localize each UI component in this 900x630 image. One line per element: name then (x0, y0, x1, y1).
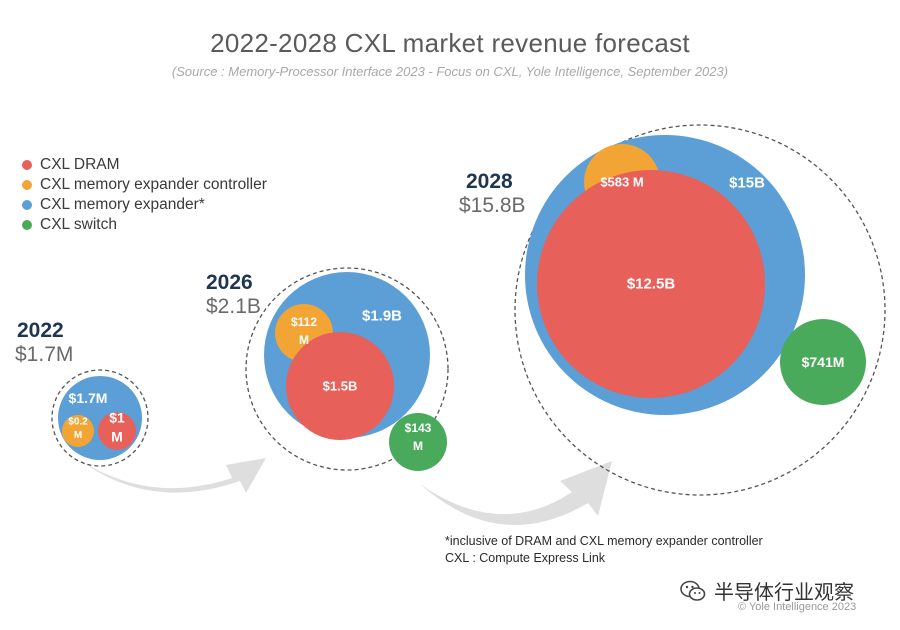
legend-swatch-expander (22, 200, 32, 210)
wechat-icon (680, 580, 706, 601)
bubble-label-line: $143 (405, 421, 432, 435)
legend-label-dram: CXL DRAM (40, 156, 120, 173)
bubble-2028-cxl-switch (780, 319, 866, 405)
bubble-label-2026-3: $143 M (405, 421, 432, 453)
bubble-label-2028-3: $741M (802, 354, 845, 370)
bubble-label-2026-0: $1.9B (362, 308, 402, 325)
copyright: © Yole Intelligence 2023 (738, 601, 857, 613)
legend-swatch-switch (22, 220, 32, 230)
legend-item-dram: CXL DRAM (22, 155, 267, 175)
bubble-label-2026-1: $112 M (291, 315, 317, 347)
legend-label-expander: CXL memory expander* (40, 196, 205, 213)
bubble-label-line: $112 (291, 315, 317, 329)
bubble-2028-cxl-dram (537, 170, 765, 398)
bubble-label-line: $0.2 (68, 416, 88, 427)
bubble-label-line: $1 (109, 410, 125, 426)
year-label-2028: 2028 (466, 170, 513, 193)
bubble-label-2022-1: $0.2 M (68, 416, 88, 441)
legend-item-expander: CXL memory expander* (22, 195, 267, 215)
footnote-line-2: CXL : Compute Express Link (445, 551, 606, 565)
bubble-label-2028-0: $15B (729, 175, 765, 192)
bubble-label-2022-0: $1.7M (69, 390, 108, 406)
chart-subtitle: (Source : Memory-Processor Interface 202… (171, 64, 729, 79)
legend-label-switch: CXL switch (40, 216, 117, 233)
legend-swatch-dram (22, 160, 32, 170)
bubble-label-line: M (413, 439, 423, 453)
bubble-label-line: M (74, 429, 82, 440)
dashed-ring-2028 (514, 124, 886, 496)
legend-label-controller: CXL memory expander controller (40, 176, 267, 193)
bubble-2022-cxl-dram (98, 412, 136, 450)
footnote-line-1: *inclusive of DRAM and CXL memory expand… (445, 534, 763, 548)
bubble-label-2028-2: $12.5B (627, 276, 676, 293)
bubble-label-2026-2: $1.5B (323, 379, 358, 394)
bubble-label-2022-2: $1 M (109, 410, 125, 445)
connector-arrow-2022-2026 (80, 458, 266, 493)
year-label-2022: 2022 (17, 319, 64, 342)
bubble-2026-cxl-switch (389, 413, 447, 471)
dashed-ring-2026 (245, 267, 449, 471)
bubble-label-line: M (299, 333, 309, 347)
legend-swatch-controller (22, 180, 32, 190)
dashed-ring-2022 (51, 369, 149, 467)
legend-item-switch: CXL switch (22, 215, 267, 235)
legend: CXL DRAM CXL memory expander controller … (22, 155, 267, 235)
footnote: *inclusive of DRAM and CXL memory expand… (445, 533, 763, 567)
year-label-2026: 2026 (206, 271, 253, 294)
watermark-text: 半导体行业观察 (714, 582, 854, 604)
chart-title: 2022-2028 CXL market revenue forecast (210, 28, 690, 58)
total-label-2022: $1.7M (15, 343, 74, 366)
watermark: 半导体行业观察 (680, 576, 854, 605)
bubble-label-2028-1: $583 M (600, 175, 643, 190)
total-label-2028: $15.8B (459, 194, 526, 217)
bubble-2026-cxl-dram (286, 332, 394, 440)
total-label-2026: $2.1B (206, 295, 261, 318)
connector-arrow-2026-2028 (420, 461, 612, 525)
bubble-2022-cxl-memory-expander-controller (62, 415, 94, 447)
legend-item-controller: CXL memory expander controller (22, 175, 267, 195)
bubble-label-line: M (111, 428, 123, 444)
